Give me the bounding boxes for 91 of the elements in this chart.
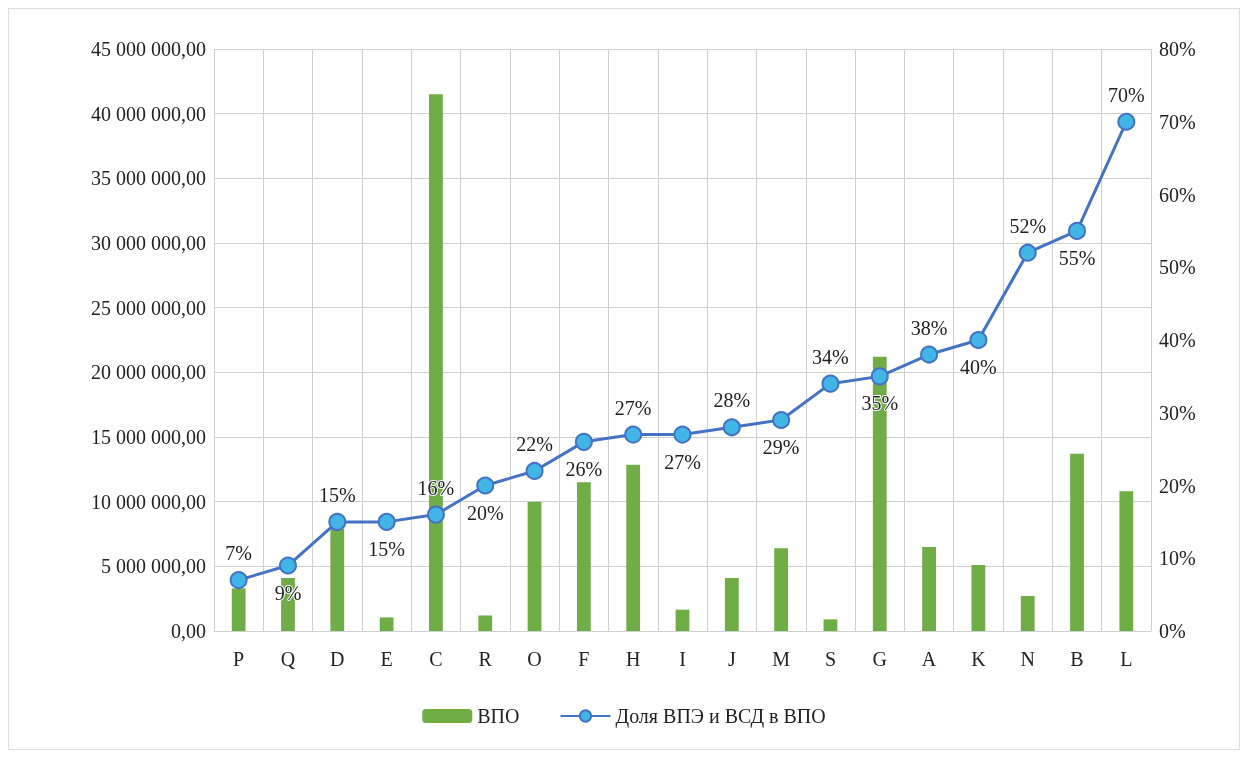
x-tick-label: B	[1070, 648, 1084, 670]
point	[476, 476, 495, 495]
y-tick-label: 5 000 000,00	[101, 555, 206, 578]
x-tick-label: N	[1020, 648, 1035, 670]
x-tick-label: C	[429, 648, 443, 670]
point	[673, 425, 692, 444]
point	[870, 367, 889, 386]
point	[624, 425, 643, 444]
data-label: 28%	[713, 389, 751, 412]
data-label: 27%	[614, 396, 652, 419]
bar	[231, 588, 246, 631]
data-label: 7%	[225, 542, 252, 565]
y-tick-label: 25 000 000,00	[91, 296, 206, 319]
bar	[379, 617, 394, 631]
y2-tick-label: 10%	[1159, 547, 1196, 570]
y2-tick-label: 60%	[1159, 183, 1196, 206]
point	[574, 432, 593, 451]
bar	[576, 482, 591, 631]
data-label: 29%	[762, 436, 800, 459]
bar	[1070, 453, 1084, 631]
data-label: 22%	[516, 432, 553, 455]
y2-tick-label: 30%	[1159, 401, 1196, 424]
data-label: 15%	[368, 537, 405, 560]
bar	[478, 615, 493, 631]
y-tick-label: 0,00	[171, 620, 206, 642]
x-tick-label: G	[872, 648, 887, 670]
y-tick-label: 30 000 000,00	[91, 232, 206, 254]
point	[229, 571, 248, 590]
y2-tick-label: 20%	[1159, 474, 1196, 497]
data-label: 20%	[466, 501, 504, 524]
x-tick-label: D	[330, 648, 345, 670]
data-label: 26%	[565, 457, 603, 480]
point	[377, 512, 396, 531]
y2-tick-label: 70%	[1159, 110, 1196, 133]
bar	[922, 546, 936, 631]
y-tick-label: 15 000 000,00	[91, 426, 206, 448]
x-tick-label: E	[380, 648, 393, 670]
legend-label: ВПО	[477, 705, 520, 727]
data-label: 55%	[1058, 246, 1096, 269]
x-tick-label: I	[679, 648, 686, 670]
data-label: 70%	[1108, 83, 1145, 106]
point	[1018, 243, 1037, 262]
x-tick-label: S	[824, 648, 837, 670]
point	[525, 461, 544, 480]
data-label: 15%	[318, 483, 356, 506]
x-tick-label: J	[727, 648, 736, 670]
point	[772, 411, 791, 430]
x-tick-label: H	[625, 648, 641, 670]
y2-tick-label: 50%	[1159, 256, 1196, 279]
point	[722, 418, 741, 437]
y-tick-label: 45 000 000,00	[91, 38, 206, 60]
y-tick-label: 10 000 000,00	[91, 490, 206, 513]
data-label: 52%	[1009, 214, 1047, 237]
point	[1068, 221, 1087, 240]
bar	[330, 528, 345, 631]
bar	[1119, 491, 1134, 631]
x-tick-label: A	[921, 648, 937, 670]
bar	[527, 501, 542, 631]
x-tick-label: M	[772, 648, 791, 670]
bar	[675, 609, 690, 631]
x-tick-label: K	[971, 648, 987, 670]
x-tick-label: O	[527, 648, 542, 670]
x-tick-label: L	[1120, 648, 1133, 670]
y2-tick-label: 80%	[1159, 38, 1196, 60]
bar	[971, 565, 986, 631]
bar	[1020, 596, 1035, 631]
bar	[774, 548, 789, 631]
point	[328, 512, 347, 531]
y-tick-label: 20 000 000,00	[91, 361, 206, 384]
y2-tick-label: 40%	[1159, 329, 1196, 351]
y-tick-label: 35 000 000,00	[91, 167, 206, 190]
x-tick-label: Q	[280, 648, 296, 670]
point	[821, 374, 840, 393]
data-label: 27%	[664, 450, 701, 473]
data-label: 40%	[960, 356, 997, 378]
legend-label: Доля ВПЭ и ВСД в ВПО	[615, 705, 826, 728]
y-tick-label: 40 000 000,00	[91, 102, 206, 125]
point	[920, 345, 939, 364]
y2-tick-label: 0%	[1159, 620, 1186, 642]
data-label: 34%	[812, 345, 849, 368]
point	[278, 556, 297, 575]
bar	[724, 577, 739, 631]
point	[969, 331, 988, 349]
bar	[823, 619, 838, 631]
x-tick-label: R	[478, 648, 493, 670]
bar	[626, 464, 641, 631]
data-label: 38%	[910, 316, 948, 339]
point	[1117, 112, 1136, 131]
point	[426, 505, 445, 524]
x-tick-label: P	[233, 648, 245, 670]
x-tick-label: F	[578, 648, 590, 670]
